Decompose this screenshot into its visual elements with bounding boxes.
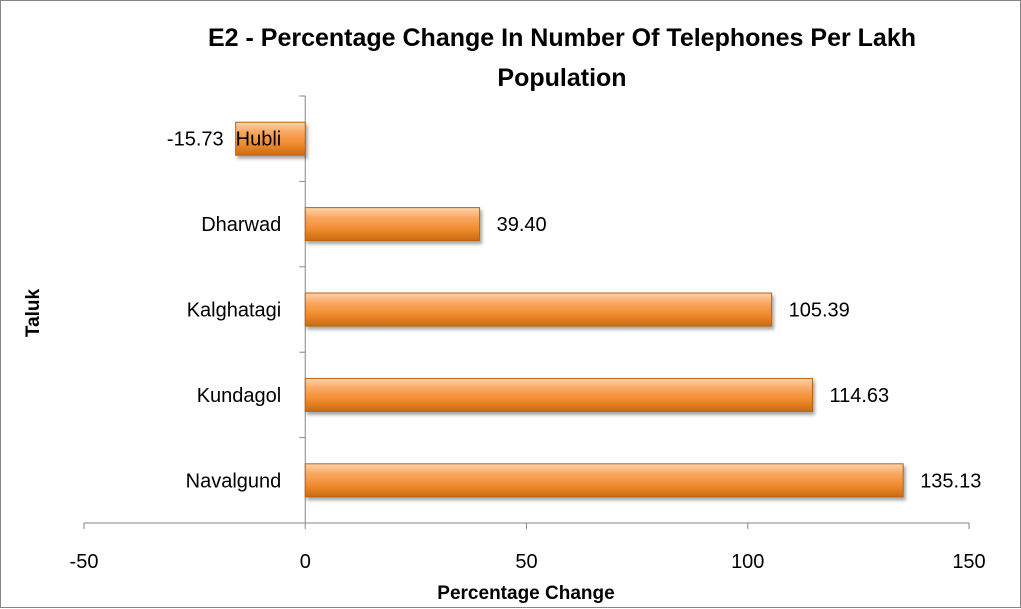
data-label: 39.40: [497, 214, 547, 236]
plot-area: -50 0 50 100 150 Hubli -15.73 Dharwad 39.40 Kalgh…: [70, 95, 986, 573]
bar-hubli: [235, 121, 306, 156]
category-label: Navalgund: [186, 470, 282, 492]
bar-kundagol: [304, 377, 813, 412]
x-tick-label: 150: [952, 551, 985, 573]
category-label: Hubli: [236, 129, 282, 151]
bar-kalghatagi: [304, 292, 773, 327]
x-axis-title: Percentage Change: [437, 583, 614, 604]
data-label: 105.39: [789, 300, 850, 322]
data-label: -15.73: [167, 129, 224, 151]
x-tick-label: 0: [300, 551, 311, 573]
data-label: 135.13: [920, 470, 981, 492]
chart-title-line2: Population: [497, 64, 626, 92]
category-label: Dharwad: [201, 214, 281, 236]
category-label: Kundagol: [197, 385, 282, 407]
category-label: Kalghatagi: [187, 300, 282, 322]
bar-navalgund: [304, 463, 904, 498]
x-tick-label: -50: [70, 551, 99, 573]
chart-title-line1: E2 - Percentage Change In Number Of Tele…: [208, 24, 916, 52]
x-tick-label: 50: [515, 551, 537, 573]
bar-dharwad: [304, 207, 481, 242]
data-label: 114.63: [829, 385, 889, 407]
x-tick-label: 100: [731, 551, 764, 573]
y-axis-title: Taluk: [23, 288, 44, 337]
